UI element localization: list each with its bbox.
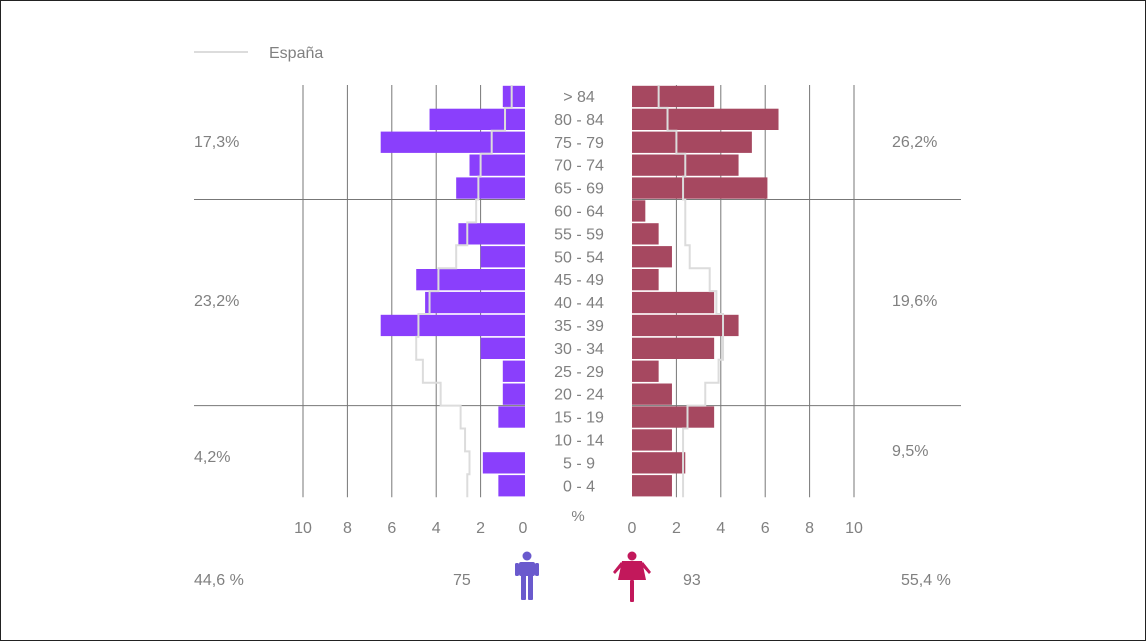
x-tick-label: 6 [761,520,770,537]
x-tick-label: 10 [845,520,863,537]
male-bar [482,452,525,474]
x-unit-label: % [571,508,584,525]
age-group-label: 10 - 14 [554,433,604,450]
female-bar [632,383,672,405]
age-group-label: 35 - 39 [554,318,604,335]
age-group-label: 55 - 59 [554,226,604,243]
male-bar [380,314,525,337]
age-group-label: > 84 [563,89,595,106]
female-bar [632,291,715,314]
x-tick-label: 0 [628,520,637,537]
age-group-label: 5 - 9 [563,455,595,472]
x-tick-label: 2 [476,520,485,537]
age-group-label: 70 - 74 [554,158,604,175]
reference-line-female [657,85,725,498]
male-icon [515,551,539,600]
x-tick-label: 4 [716,520,725,537]
group-percent-right: 26,2% [892,134,937,151]
female-bar [632,246,672,268]
age-group-label: 15 - 19 [554,410,604,427]
male-bar [380,131,525,153]
grid-lines [194,85,961,498]
age-group-label: 30 - 34 [554,341,604,358]
female-bar [632,108,779,130]
group-percent-left: 4,2% [194,449,230,466]
male-bar [480,246,525,268]
x-tick-label: 10 [294,520,312,537]
group-percent-right: 19,6% [892,293,937,310]
x-tick-label: 8 [805,520,814,537]
age-group-label: 50 - 54 [554,249,604,266]
female-count: 93 [683,572,701,589]
male-bar [416,269,525,291]
age-group-label: 45 - 49 [554,272,604,289]
female-bar [632,429,672,451]
age-group-labels: > 84 80 - 84 75 - 79 70 - 74 65 - 69 60 - 64 5… [554,89,604,495]
female-bar [632,337,715,359]
male-bar [425,291,525,314]
x-tick-label: 4 [432,520,441,537]
male-bar [502,85,525,108]
female-bar [632,177,768,199]
age-group-label: 80 - 84 [554,112,604,129]
female-bars [632,85,779,497]
female-bar [632,406,715,428]
age-group-label: 75 - 79 [554,135,604,152]
totals: 44,6 % 75 93 55,4 % [194,572,951,589]
reference-line-male [415,85,513,498]
age-group-label: 0 - 4 [563,478,595,495]
group-percent-labels: 17,3% 23,2% 4,2% 26,2% 19,6% 9,5% [194,134,937,466]
male-bar [498,406,525,428]
reference-lines [415,85,725,498]
male-bars [380,85,525,497]
male-bar [498,475,525,497]
female-bar [632,360,659,382]
x-tick-label: 8 [343,520,352,537]
female-bar [632,452,686,474]
age-group-label: 20 - 24 [554,387,604,404]
legend-label: España [269,45,323,62]
male-bar [469,154,525,176]
male-bar [502,383,525,405]
female-bar [632,223,659,245]
male-bar [429,108,525,130]
x-tick-label: 0 [519,520,528,537]
x-tick-label: 6 [387,520,396,537]
male-bar [502,360,525,382]
female-bar [632,200,646,222]
group-percent-left: 23,2% [194,293,239,310]
female-bar [632,314,739,337]
age-group-label: 25 - 29 [554,364,604,381]
x-tick-label: 2 [672,520,681,537]
male-percent-total: 44,6 % [194,572,244,589]
female-bar [632,269,659,291]
male-bar [456,177,525,199]
female-icon [613,551,651,602]
female-bar [632,475,672,497]
age-group-label: 40 - 44 [554,295,604,312]
age-group-label: 60 - 64 [554,204,604,221]
female-percent-total: 55,4 % [901,572,951,589]
legend: España [194,45,323,62]
male-bar [480,337,525,359]
age-group-label: 65 - 69 [554,181,604,198]
male-count: 75 [453,572,471,589]
female-bar [632,131,752,153]
group-percent-left: 17,3% [194,134,239,151]
female-bar [632,85,715,108]
x-tick-labels: 10 8 6 4 2 0 0 2 4 6 8 10 [294,520,863,537]
male-bar [458,223,525,245]
group-percent-right: 9,5% [892,443,928,460]
